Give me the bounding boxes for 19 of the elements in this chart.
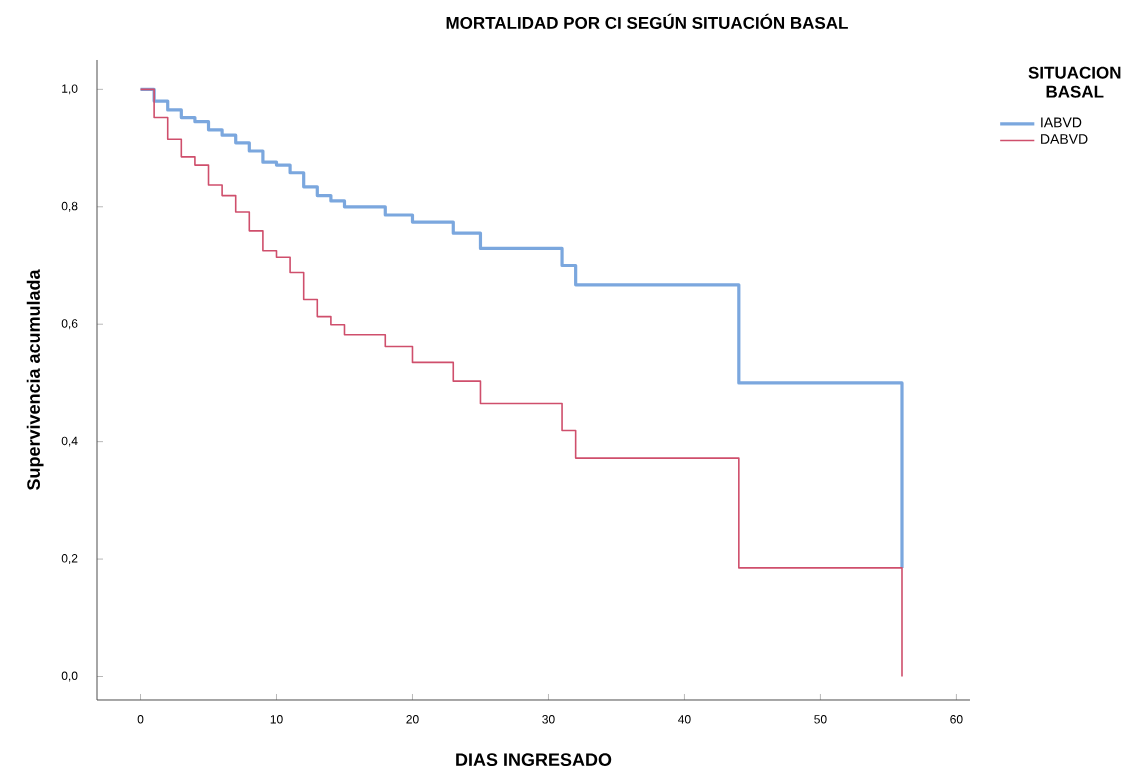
y-tick-label: 1,0 bbox=[62, 84, 78, 95]
x-tick-label: 20 bbox=[406, 715, 419, 724]
x-tick-label: 50 bbox=[814, 715, 827, 724]
y-axis-title: Supervivencia acumulada bbox=[26, 269, 44, 490]
y-tick-label: 0,8 bbox=[61, 201, 78, 212]
x-tick-label: 40 bbox=[678, 715, 691, 724]
x-tick-label: 0 bbox=[137, 715, 144, 724]
x-axis-title: DIAS INGRESADO bbox=[456, 753, 612, 767]
y-tick-label: 0,6 bbox=[61, 319, 78, 330]
x-tick-label: 30 bbox=[542, 715, 555, 724]
x-tick-label: 10 bbox=[270, 715, 283, 724]
y-tick-label: 0,4 bbox=[61, 436, 78, 447]
legend-label: DABVD bbox=[1041, 134, 1088, 144]
legend-label: IABVD bbox=[1041, 117, 1082, 128]
x-tick-label: 60 bbox=[950, 715, 963, 724]
y-tick-label: 0,0 bbox=[61, 671, 78, 682]
chart-title: MORTALIDAD POR CI SEGÚN SITUACIÓN BASAL bbox=[446, 13, 848, 29]
y-tick-label: 0,2 bbox=[61, 554, 78, 565]
legend-title: SITUACION BASAL bbox=[1028, 66, 1121, 98]
